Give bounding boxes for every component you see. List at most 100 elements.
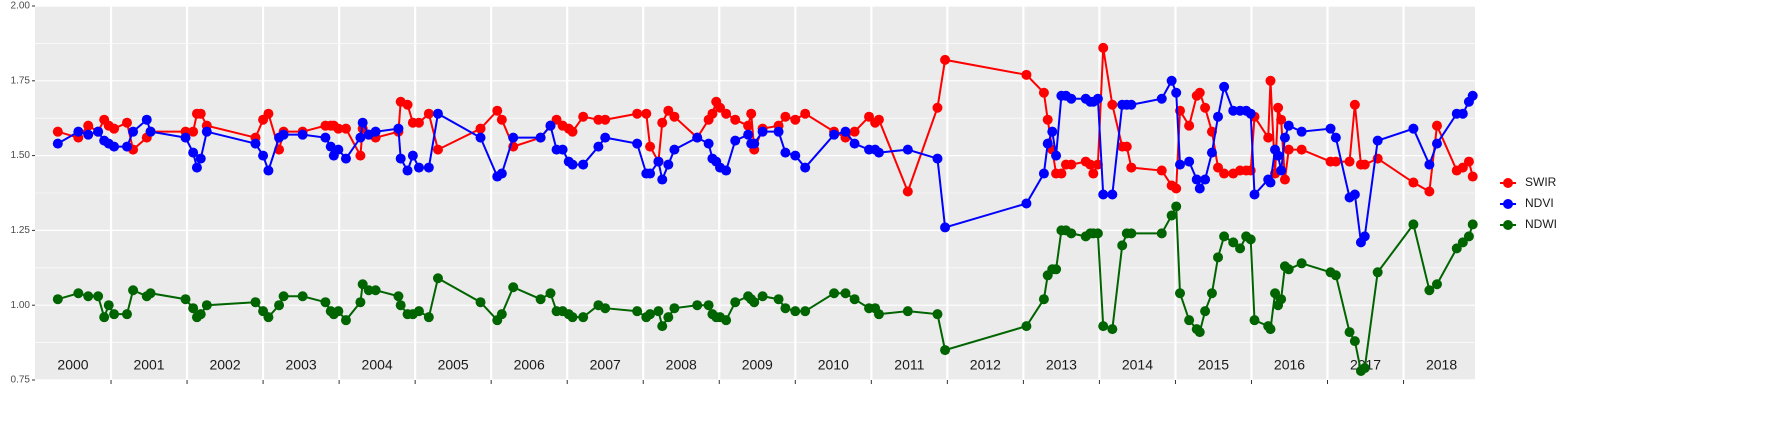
data-point: [1463, 231, 1474, 242]
data-point: [632, 306, 643, 317]
data-point: [578, 111, 589, 122]
data-point: [355, 150, 366, 161]
year-label: 2013: [1046, 357, 1077, 373]
data-point: [1279, 174, 1290, 185]
data-point: [1066, 159, 1077, 170]
data-point: [932, 153, 943, 164]
data-point: [121, 309, 132, 320]
data-point: [333, 123, 344, 134]
data-point: [1276, 114, 1287, 125]
data-point: [800, 162, 811, 173]
data-point: [1194, 87, 1205, 98]
data-point: [703, 138, 714, 149]
data-point: [1273, 102, 1284, 113]
data-point: [250, 297, 261, 308]
legend-label: SWIR: [1525, 175, 1557, 189]
data-point: [730, 135, 741, 146]
data-point: [320, 132, 331, 143]
data-point: [93, 291, 104, 302]
data-point: [188, 303, 199, 314]
data-point: [849, 126, 860, 137]
data-point: [263, 165, 274, 176]
data-point: [1283, 264, 1294, 275]
data-point: [496, 114, 507, 125]
data-point: [692, 132, 703, 143]
data-point: [1249, 315, 1260, 326]
data-point: [902, 186, 913, 197]
data-point: [333, 306, 344, 317]
data-point: [1296, 126, 1307, 137]
data-point: [1330, 156, 1341, 167]
data-point: [363, 285, 374, 296]
data-point: [873, 147, 884, 158]
data-point: [1296, 258, 1307, 269]
data-point: [730, 297, 741, 308]
data-point: [1066, 228, 1077, 239]
data-point: [320, 297, 331, 308]
data-point: [1200, 174, 1211, 185]
data-point: [669, 303, 680, 314]
year-label: 2007: [590, 357, 621, 373]
data-point: [600, 303, 611, 314]
data-point: [340, 315, 351, 326]
data-point: [1265, 324, 1276, 335]
year-label: 2001: [133, 357, 164, 373]
data-point: [557, 144, 568, 155]
data-point: [1092, 159, 1103, 170]
data-point: [340, 153, 351, 164]
data-point: [1066, 93, 1077, 104]
data-point: [423, 162, 434, 173]
y-tick-label: 0.75: [11, 375, 31, 386]
data-point: [1126, 162, 1137, 173]
data-point: [1431, 138, 1442, 149]
data-point: [508, 282, 519, 293]
data-point: [645, 309, 656, 320]
data-point: [1276, 165, 1287, 176]
y-tick-label: 2.00: [11, 1, 31, 12]
data-point: [902, 306, 913, 317]
data-point: [780, 147, 791, 158]
data-point: [1184, 120, 1195, 131]
data-point: [395, 153, 406, 164]
data-point: [188, 147, 199, 158]
data-point: [1359, 159, 1370, 170]
data-point: [873, 114, 884, 125]
data-point: [749, 297, 760, 308]
data-point: [632, 108, 643, 119]
y-tick-label: 1.50: [11, 150, 31, 161]
data-point: [1038, 294, 1049, 305]
data-point: [1325, 123, 1336, 134]
data-point: [413, 117, 424, 128]
data-point: [1156, 93, 1167, 104]
y-tick-label: 1.00: [11, 300, 31, 311]
data-point: [52, 138, 63, 149]
data-point: [1156, 228, 1167, 239]
data-point: [790, 150, 801, 161]
year-label: 2005: [438, 357, 469, 373]
data-point: [1265, 75, 1276, 86]
data-point: [258, 150, 269, 161]
data-point: [1467, 90, 1478, 101]
data-point: [721, 108, 732, 119]
year-label: 2006: [514, 357, 545, 373]
data-point: [355, 297, 366, 308]
year-label: 2015: [1198, 357, 1229, 373]
data-point: [1021, 321, 1032, 332]
data-point: [645, 168, 656, 179]
data-point: [932, 102, 943, 113]
data-point: [432, 273, 443, 284]
data-point: [1098, 321, 1109, 332]
year-label: 2010: [818, 357, 849, 373]
data-point: [1249, 189, 1260, 200]
data-point: [492, 105, 503, 116]
data-point: [1235, 243, 1246, 254]
data-point: [83, 129, 94, 140]
data-point: [333, 144, 344, 155]
data-point: [1431, 279, 1442, 290]
data-point: [1424, 285, 1435, 296]
data-point: [109, 123, 120, 134]
data-point: [1166, 75, 1177, 86]
data-point: [1372, 267, 1383, 278]
data-point: [749, 138, 760, 149]
year-label: 2002: [209, 357, 240, 373]
